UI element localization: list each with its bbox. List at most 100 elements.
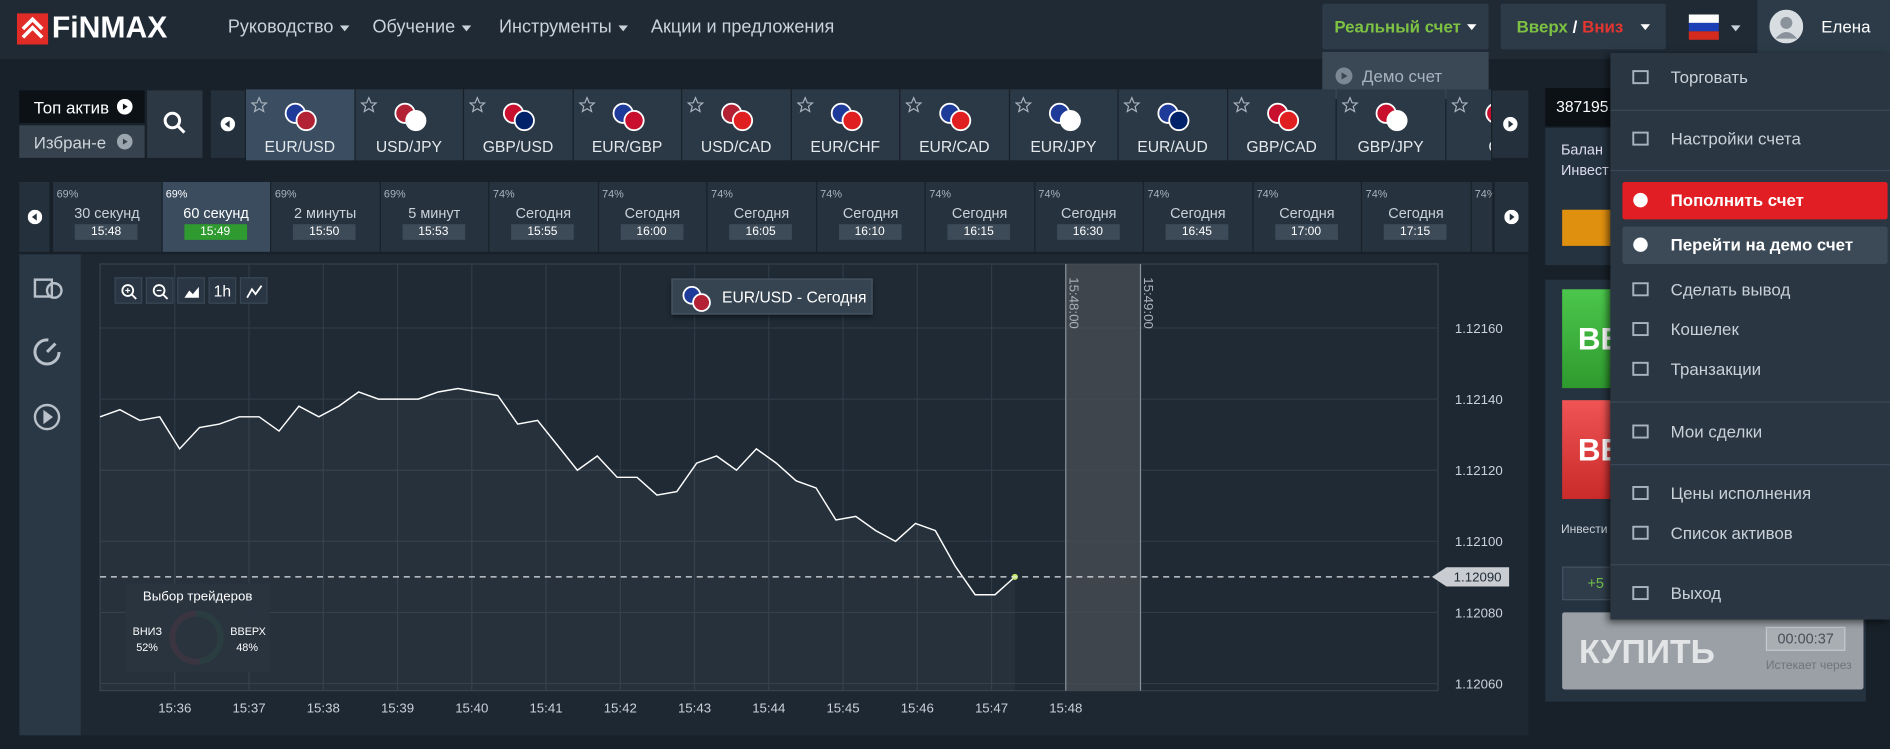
expiry-option[interactable]: 74% Сегодня 16:00 (598, 182, 707, 252)
expiry-time: 16:15 (947, 224, 1011, 240)
flag (1059, 109, 1081, 132)
expiry-option[interactable]: 74% Сегодня 17:00 (1252, 182, 1361, 252)
expiry-option[interactable]: 74% Сегодня 16:05 (707, 182, 816, 252)
expiry-option[interactable]: 74% Сегодня 17:15 (1362, 182, 1470, 252)
menu-item[interactable]: Перейти на демо счет (1670, 235, 1854, 255)
asset-tab[interactable]: EUR/CHF (791, 89, 900, 161)
expiry-label: Сегодня (733, 204, 790, 222)
buy-button[interactable]: КУПИТЬ (1562, 612, 1864, 690)
expiry-option[interactable]: 69% 5 минут 15:53 (380, 182, 489, 252)
chart-title: EUR/USD - Сегодня (722, 288, 867, 307)
x-tick-label: 15:44 (752, 700, 785, 715)
icon (1341, 96, 1408, 132)
expiry-time: 17:00 (1274, 224, 1338, 240)
scroll-arrow[interactable] (19, 182, 50, 252)
asset-tab[interactable]: EUR/AUD (1118, 89, 1227, 161)
expiry-label: Сегодня (1170, 204, 1226, 222)
expiry-mark: 15:48:00 (1066, 277, 1081, 329)
nav-item[interactable]: Руководство (227, 16, 334, 38)
search-button[interactable] (147, 90, 203, 158)
menu-item[interactable]: Сделать вывод (1670, 279, 1791, 299)
star (1014, 96, 1032, 113)
expiry-option[interactable]: 74% Сегодня 16:30 (1034, 182, 1143, 252)
tool-mountain[interactable] (177, 277, 205, 304)
menu-item[interactable]: Пополнить счет (1670, 190, 1804, 210)
asset-tab[interactable]: GB (1445, 89, 1492, 161)
invest-label: Инвест (1560, 161, 1609, 179)
scroll-arrow[interactable] (210, 90, 245, 158)
expiry-option[interactable]: 74% Сегодня 15:55 (489, 182, 598, 252)
balance-label: Балан (1560, 141, 1603, 158)
expiry-label: 30 секунд (74, 204, 140, 222)
expiry-mark: 15:49:00 (1141, 277, 1156, 329)
expires-label: Истекает через (1765, 659, 1852, 673)
user-name: Елена (1821, 16, 1871, 37)
orange-button[interactable] (1562, 209, 1618, 246)
tool-zoom-out[interactable] (145, 277, 174, 304)
mode-button[interactable]: Вверх / Вниз (1500, 3, 1666, 50)
expiry-option[interactable]: 69% 30 секунд 15:48 (53, 182, 161, 252)
flag (295, 109, 317, 132)
menu-item[interactable]: Список активов (1670, 523, 1793, 543)
asset-label: GB (1446, 137, 1491, 155)
expiry-option[interactable]: 74% (1471, 182, 1493, 252)
expiry-option[interactable]: 74% Сегодня 16:15 (925, 182, 1034, 252)
menu-icon (1633, 237, 1648, 252)
price-line (99, 387, 1016, 596)
tool-hour[interactable]: 1h (208, 277, 237, 304)
avatar-head (1780, 16, 1793, 29)
asset-tab[interactable]: USD/JPY (354, 89, 463, 161)
flag-red (1688, 31, 1719, 40)
nav-item[interactable]: Обучение (372, 16, 456, 38)
asset-tab[interactable]: EUR/GBP (573, 89, 682, 161)
expiry-option[interactable]: 69% 2 минуты 15:50 (271, 182, 380, 252)
icon (45, 282, 63, 299)
brand: FiNMAX (51, 10, 168, 45)
menu-item[interactable]: Настройки счета (1670, 128, 1801, 149)
menu-item[interactable]: Транзакции (1670, 359, 1762, 379)
nav-item[interactable]: Инструменты (499, 16, 612, 38)
menu-highlight[interactable] (1622, 182, 1888, 220)
nav-item[interactable]: Акции и предложения (650, 16, 835, 38)
asset-tab[interactable]: EUR/USD (245, 89, 354, 161)
scroll-arrow[interactable] (1494, 182, 1529, 252)
menu-item[interactable]: Цены исполнения (1670, 483, 1812, 503)
asset-tab[interactable]: GBP/USD (464, 89, 572, 161)
account-button[interactable]: Реальный счет (1322, 3, 1489, 50)
menu-highlight[interactable] (1622, 226, 1888, 264)
menu-separator (1610, 464, 1890, 466)
asset-tab[interactable]: GBP/CAD (1227, 89, 1336, 161)
star (796, 96, 814, 113)
menu-item[interactable]: Торговать (1670, 67, 1748, 87)
flag-blue (1688, 22, 1719, 32)
menu-item[interactable]: Выход (1670, 583, 1722, 603)
expiry-label: 60 секунд (183, 204, 249, 222)
menu-separator (1610, 109, 1890, 111)
y-tick-label: 1.12120 (1455, 463, 1503, 478)
fav-tab[interactable]: Избран-е (19, 125, 145, 158)
icon (163, 111, 186, 134)
expiry-time: 15:55 (511, 224, 574, 240)
expiry-pct: 69% (56, 188, 79, 201)
y-tick-label: 1.12060 (1455, 676, 1503, 691)
user-area[interactable]: Елена (1757, 0, 1890, 55)
menu-item[interactable]: Мои сделки (1670, 421, 1763, 442)
expiry-option[interactable]: 69% 60 секунд 15:49 (162, 182, 271, 252)
asset-tab[interactable]: EUR/CAD (900, 89, 1009, 161)
asset-tab[interactable]: USD/CAD (682, 89, 791, 161)
tool-zoom-in[interactable] (114, 277, 143, 304)
expiry-option[interactable]: 74% Сегодня 16:10 (816, 182, 925, 252)
expiry-option[interactable]: 74% Сегодня 16:45 (1143, 182, 1252, 252)
expiry-time: 16:00 (620, 224, 683, 240)
asset-tab[interactable]: EUR/JPY (1009, 89, 1118, 161)
asset-tab[interactable]: GBP/JPY (1336, 89, 1445, 161)
tool-indicator[interactable] (239, 277, 268, 304)
menu-item[interactable]: Кошелек (1670, 319, 1739, 339)
expiry-label: Сегодня (1279, 204, 1335, 222)
scroll-arrow[interactable] (1492, 90, 1529, 158)
icon (1508, 120, 1514, 128)
asset-label: EUR/USD (264, 137, 336, 156)
mode-down: Вниз (1582, 16, 1624, 37)
x-tick-label: 15:43 (678, 700, 711, 715)
